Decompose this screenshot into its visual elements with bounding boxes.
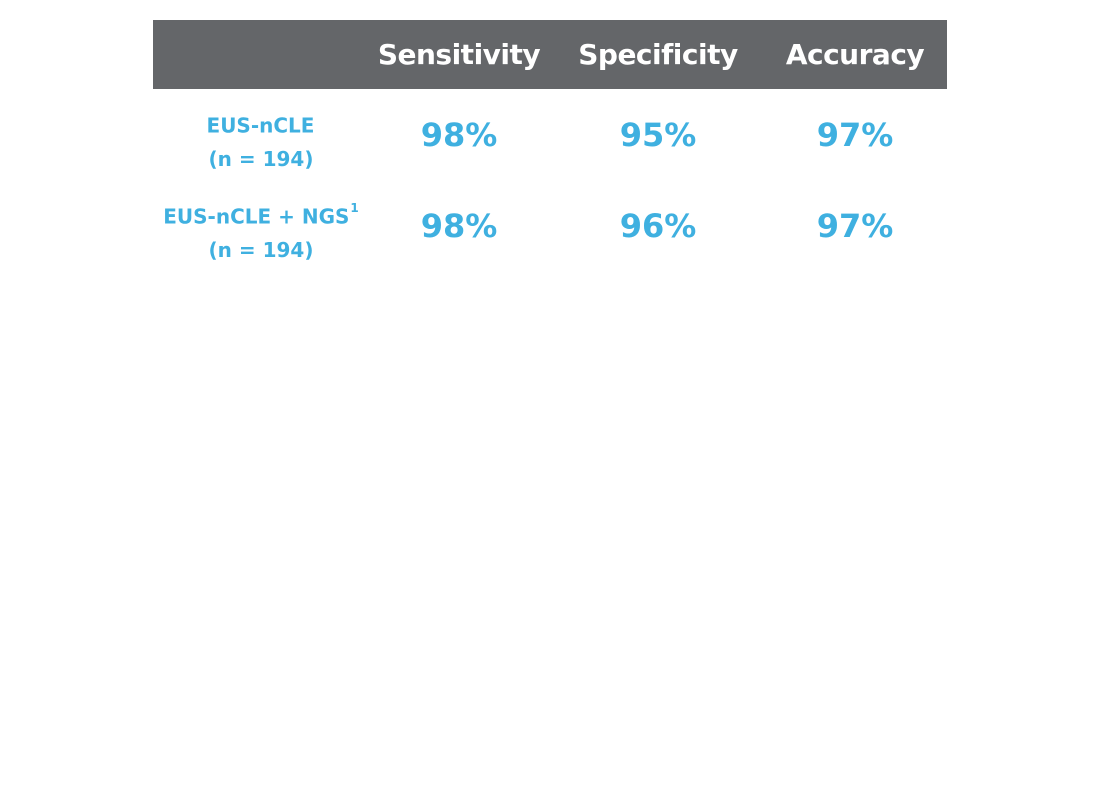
cell-accuracy: 97% [816,116,894,154]
table-row: EUS-nCLE + NGS1 (n = 194) 98% 96% 97% [153,180,947,271]
cell-accuracy: 97% [816,207,894,245]
cell-sensitivity: 98% [420,207,498,245]
cell-sensitivity: 98% [420,116,498,154]
row-label-name: EUS-nCLE + NGS [163,204,350,229]
table-header: Sensitivity Specificity Accuracy [153,20,947,89]
row-label-name: EUS-nCLE [206,113,315,138]
cell-specificity: 95% [619,116,697,154]
footnote-marker: 1 [350,201,359,215]
row-label-sample-size: (n = 194) [208,237,314,262]
row-label: EUS-nCLE (n = 194) [153,105,369,176]
cell-specificity: 96% [619,207,697,245]
table-row: EUS-nCLE (n = 194) 98% 95% 97% [153,89,947,180]
column-header-sensitivity: Sensitivity [377,38,541,71]
row-label-sample-size: (n = 194) [208,146,314,171]
results-table: Sensitivity Specificity Accuracy EUS-nCL… [153,20,947,271]
row-label: EUS-nCLE + NGS1 (n = 194) [153,196,369,267]
column-header-specificity: Specificity [578,38,738,71]
column-header-accuracy: Accuracy [785,38,925,71]
